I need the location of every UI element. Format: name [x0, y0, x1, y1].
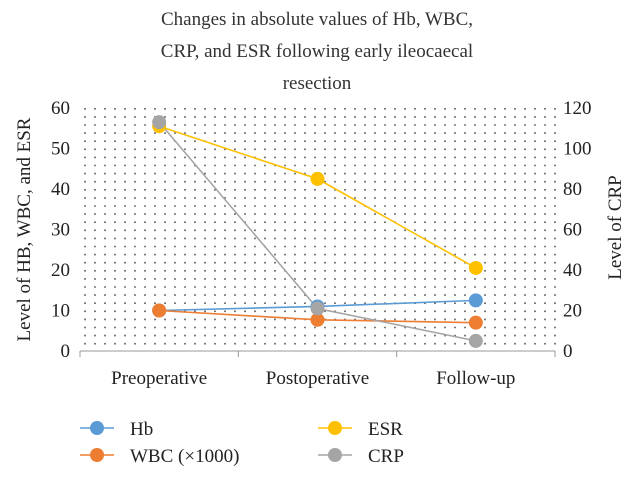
- y-tick-label-right: 100: [563, 139, 592, 160]
- chart-title-line: resection: [283, 73, 352, 94]
- y-tick-label-left: 60: [51, 98, 70, 119]
- legend-label: CRP: [368, 446, 404, 467]
- legend: Hb ESR WBC (×1000) CRP: [80, 419, 404, 467]
- chart-title-line: CRP, and ESR following early ileocaecal: [161, 41, 473, 62]
- data-point: [310, 301, 325, 316]
- y-tick-label-right: 80: [563, 179, 582, 200]
- grid: [84, 108, 556, 351]
- data-point: [468, 333, 483, 348]
- chart-title-line: Changes in absolute values of Hb, WBC,: [161, 9, 473, 30]
- y-tick-label-left: 50: [51, 139, 70, 160]
- legend-label: Hb: [130, 419, 153, 440]
- y-tick-label-right: 60: [563, 220, 582, 241]
- legend-marker: [90, 421, 104, 435]
- y-tick-label-left: 30: [51, 220, 70, 241]
- data-point: [310, 312, 325, 327]
- data-point: [468, 293, 483, 308]
- x-tick-label: Preoperative: [111, 368, 207, 389]
- legend-label: WBC (×1000): [130, 446, 239, 467]
- data-point: [310, 171, 325, 186]
- data-point: [468, 315, 483, 330]
- legend-marker: [90, 448, 104, 462]
- y-tick-label-right: 120: [563, 98, 592, 119]
- data-point: [152, 303, 167, 318]
- x-tick-label: Postoperative: [266, 368, 369, 389]
- chart-title: Changes in absolute values of Hb, WBC, CR…: [161, 9, 473, 94]
- y-tick-label-left: 20: [51, 260, 70, 281]
- y-axis-title-right: Level of CRP: [605, 175, 626, 280]
- data-point: [152, 115, 167, 130]
- series-line: [158, 125, 477, 269]
- y-tick-label-left: 40: [51, 179, 70, 200]
- legend-marker: [328, 448, 342, 462]
- y-tick-label-right: 20: [563, 301, 582, 322]
- y-axis-title-left: Level of HB, WBC, and ESR: [14, 117, 35, 341]
- y-tick-label-left: 10: [51, 301, 70, 322]
- axes: Preoperative Postoperative Follow-up 0 10 20 3…: [14, 98, 626, 389]
- series-layer: [152, 115, 483, 348]
- y-tick-label-right: 40: [563, 260, 582, 281]
- y-tick-label-right: 0: [563, 341, 573, 362]
- legend-label: ESR: [368, 419, 403, 440]
- data-point: [468, 260, 483, 275]
- y-tick-label-left: 0: [61, 341, 71, 362]
- x-tick-label: Follow-up: [436, 368, 515, 389]
- legend-marker: [328, 421, 342, 435]
